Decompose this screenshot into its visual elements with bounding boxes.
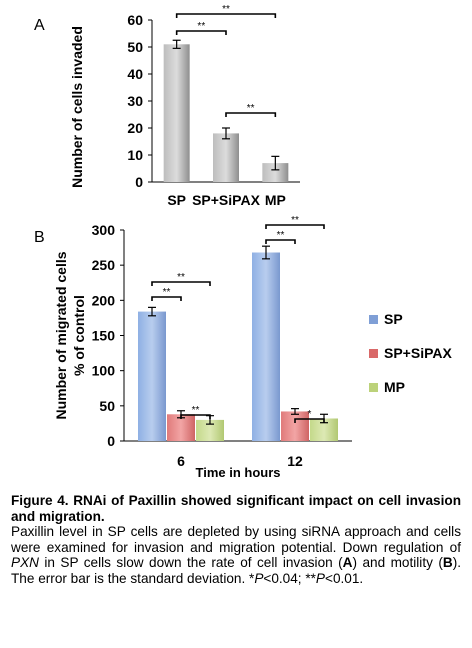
y-tick-label: 0 xyxy=(107,433,115,449)
y-tick-label: 30 xyxy=(127,93,143,109)
legend-swatch xyxy=(369,315,378,324)
significance-bracket xyxy=(294,418,325,423)
panel-label: B xyxy=(34,229,45,246)
y-tick-label: 50 xyxy=(99,398,115,414)
y-axis-label: Number of cells invaded xyxy=(69,26,85,188)
panel-label: A xyxy=(34,17,45,34)
bar-sp-sipax xyxy=(281,411,309,441)
chart-panel-a: A 0 10 20 30 40 50 60 Number of cells invaded SP S… xyxy=(34,4,300,208)
y-axis-label-2: % of control xyxy=(71,295,87,376)
legend-swatch xyxy=(369,383,378,392)
caption-title: Figure 4. RNAi of Paxillin showed signif… xyxy=(11,493,461,524)
significance-bracket xyxy=(225,112,277,117)
legend-label: SP+SiPAX xyxy=(384,345,452,361)
y-axis-label: Number of migrated cells xyxy=(53,251,69,419)
significance-label: ** xyxy=(197,21,205,32)
chart-panel-b: B 0 50 100 150 200 250 300 Number of migrated ce… xyxy=(34,215,452,480)
bar-mp xyxy=(262,163,289,182)
caption-run: PXN xyxy=(11,555,39,571)
significance-bracket xyxy=(151,296,182,301)
x-tick-label: SP xyxy=(167,192,186,208)
y-tick-label: 150 xyxy=(92,328,116,344)
y-tick-label: 200 xyxy=(92,292,116,308)
legend-label: MP xyxy=(384,379,405,395)
y-tick-label: 300 xyxy=(92,222,116,238)
x-tick-label: 12 xyxy=(287,453,303,469)
y-tick-label: 100 xyxy=(92,363,116,379)
y-tick-label: 60 xyxy=(127,12,143,28)
significance-label: ** xyxy=(163,287,171,298)
significance-label: ** xyxy=(222,4,230,15)
bar-mp xyxy=(196,419,224,441)
caption-run: in SP cells slow down the rate of cell i… xyxy=(38,555,343,571)
legend-swatch xyxy=(369,349,378,358)
x-tick-label: 6 xyxy=(177,453,185,469)
caption-run: A xyxy=(342,555,353,571)
significance-label: ** xyxy=(277,230,285,241)
y-tick-label: 50 xyxy=(127,39,143,55)
caption-run: P xyxy=(315,570,325,586)
y-tick-label: 0 xyxy=(135,174,143,190)
x-axis-label: Time in hours xyxy=(196,465,281,480)
caption-run: P xyxy=(254,570,264,586)
significance-bracket xyxy=(175,13,277,18)
caption-run: <0.01. xyxy=(325,570,364,586)
significance-bracket xyxy=(265,239,296,244)
caption-run: ) and motility ( xyxy=(352,555,443,571)
caption-run: B xyxy=(442,555,453,571)
bar-mp xyxy=(310,418,338,441)
significance-label: * xyxy=(308,409,312,420)
figure-caption: Figure 4. RNAi of Paxillin showed signif… xyxy=(11,493,461,587)
y-tick-label: 20 xyxy=(127,120,143,136)
bar-sp xyxy=(252,252,280,441)
bar-sp xyxy=(163,44,190,182)
legend-label: SP xyxy=(384,311,403,327)
significance-bracket xyxy=(265,224,325,229)
significance-bracket xyxy=(151,281,211,286)
significance-label: ** xyxy=(291,215,299,226)
significance-label: ** xyxy=(247,103,255,114)
significance-bracket xyxy=(175,30,227,35)
y-tick-label: 10 xyxy=(127,147,143,163)
significance-label: ** xyxy=(177,272,185,283)
caption-run: <0.04; ** xyxy=(263,570,316,586)
caption-body: Paxillin level in SP cells are depleted … xyxy=(11,524,461,586)
bar-sp xyxy=(138,311,166,441)
caption-run: Paxillin level in SP cells are depleted … xyxy=(11,524,461,555)
bar-sp-sipax xyxy=(213,133,239,182)
x-tick-label: MP xyxy=(265,192,286,208)
significance-label: ** xyxy=(192,405,200,416)
y-tick-label: 250 xyxy=(92,257,116,273)
significance-bracket xyxy=(180,414,211,419)
caption-run: ). The error bar is the standard deviati… xyxy=(11,555,462,586)
figure-area: A 0 10 20 30 40 50 60 Number of cells invaded SP S… xyxy=(34,4,452,480)
x-tick-label: SP+SiPAX xyxy=(192,192,260,208)
y-tick-label: 40 xyxy=(127,66,143,82)
